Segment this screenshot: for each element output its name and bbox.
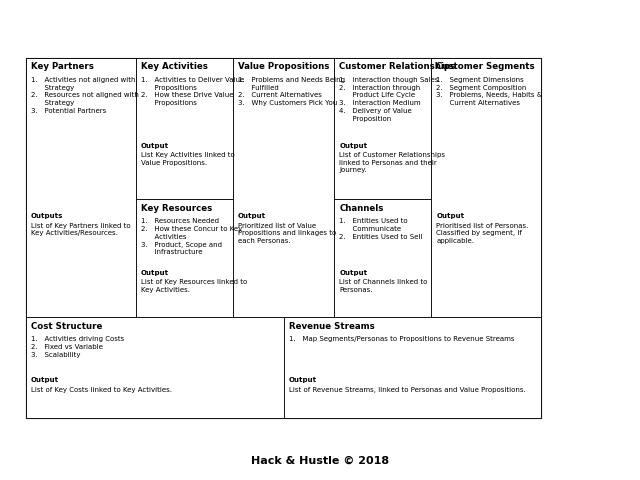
Bar: [233, 58, 334, 317]
Text: 1.   Entities Used to
      Communicate
2.   Entities Used to Sell: 1. Entities Used to Communicate 2. Entit…: [339, 218, 422, 240]
Bar: [431, 58, 541, 317]
Text: Key Resources: Key Resources: [141, 204, 212, 213]
Text: List of Key Resources linked to
Key Activities.: List of Key Resources linked to Key Acti…: [141, 279, 247, 293]
Text: 1.   Interaction though Sales
2.   Interaction through
      Product Life Cycle
: 1. Interaction though Sales 2. Interacti…: [339, 77, 438, 121]
Text: 1.   Segment Dimensions
2.   Segment Composition
3.   Problems, Needs, Habits &
: 1. Segment Dimensions 2. Segment Composi…: [436, 77, 543, 106]
Bar: [26, 317, 284, 418]
Text: 1.   Activities not aligned with
      Strategy
2.   Resources not aligned with
: 1. Activities not aligned with Strategy …: [31, 77, 139, 114]
Text: 1.   Activities driving Costs
2.   Fixed vs Variable
3.   Scalability: 1. Activities driving Costs 2. Fixed vs …: [31, 336, 124, 358]
Text: Customer Segments: Customer Segments: [436, 62, 535, 72]
Text: Cost Structure: Cost Structure: [31, 322, 102, 331]
Text: Revenue Streams: Revenue Streams: [289, 322, 374, 331]
Text: Output: Output: [141, 270, 169, 276]
Text: Output: Output: [31, 377, 59, 383]
Text: Output: Output: [436, 213, 465, 219]
Text: List of Customer Relationships
linked to Personas and their
Journey.: List of Customer Relationships linked to…: [339, 152, 445, 173]
Bar: [284, 317, 541, 418]
Text: Prioritized list of Value
Propositions and linkages to
each Personas.: Prioritized list of Value Propositions a…: [238, 223, 337, 244]
Text: 1.   Map Segments/Personas to Propositions to Revenue Streams: 1. Map Segments/Personas to Propositions…: [289, 336, 514, 342]
Text: 1.   Resources Needed
2.   How these Concur to Key
      Activities
3.   Product: 1. Resources Needed 2. How these Concur …: [141, 218, 242, 255]
Bar: [136, 58, 233, 199]
Text: Hack & Hustle © 2018: Hack & Hustle © 2018: [251, 456, 389, 466]
Text: Key Partners: Key Partners: [31, 62, 93, 72]
Text: List Key Activities linked to
Value Propositions.: List Key Activities linked to Value Prop…: [141, 152, 234, 166]
Text: Prioritised list of Personas.
Classified by segment, if
applicable.: Prioritised list of Personas. Classified…: [436, 223, 529, 244]
Text: Output: Output: [339, 270, 367, 276]
Text: List of Key Costs linked to Key Activities.: List of Key Costs linked to Key Activiti…: [31, 387, 172, 393]
Bar: [334, 199, 431, 317]
Text: Key Activities: Key Activities: [141, 62, 207, 72]
Text: Customer Relationships: Customer Relationships: [339, 62, 456, 72]
Text: List of Channels linked to
Personas.: List of Channels linked to Personas.: [339, 279, 428, 293]
Text: Channels: Channels: [339, 204, 383, 213]
Text: List of Key Partners linked to
Key Activities/Resources.: List of Key Partners linked to Key Activ…: [31, 223, 131, 236]
Text: Output: Output: [289, 377, 317, 383]
Text: Output: Output: [339, 143, 367, 149]
Bar: [26, 58, 136, 317]
Bar: [136, 199, 233, 317]
Text: Output: Output: [238, 213, 266, 219]
Bar: [26, 58, 541, 418]
Text: 1.   Problems and Needs Being
      Fulfilled
2.   Current Alternatives
3.   Why: 1. Problems and Needs Being Fulfilled 2.…: [238, 77, 345, 106]
Bar: [334, 58, 431, 199]
Text: Outputs: Outputs: [31, 213, 63, 219]
Text: 1.   Activities to Deliver Value
      Propositions
2.   How these Drive Value
 : 1. Activities to Deliver Value Propositi…: [141, 77, 244, 106]
Text: Value Propositions: Value Propositions: [238, 62, 330, 72]
Text: Output: Output: [141, 143, 169, 149]
Text: List of Revenue Streams, linked to Personas and Value Propositions.: List of Revenue Streams, linked to Perso…: [289, 387, 525, 393]
